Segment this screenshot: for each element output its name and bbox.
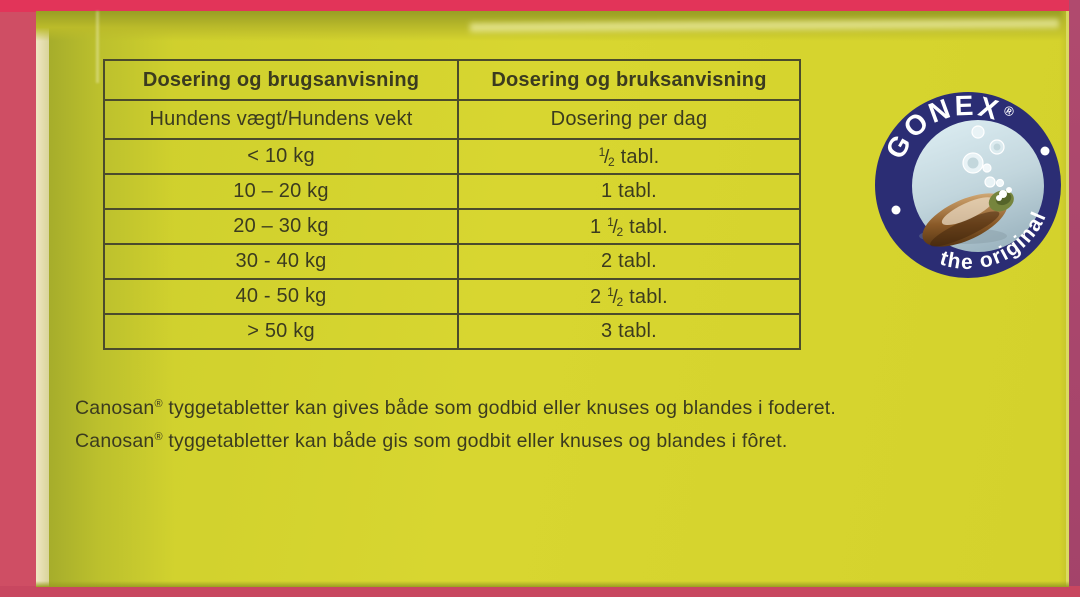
usage-line-norwegian: Canosan® tyggetabletter kan både gis som… [75,423,836,456]
box-right-edge-shading [1059,11,1069,587]
subheader-dose: Dosering per dag [457,99,801,140]
column-header-danish: Dosering og brugsanvisning [103,59,459,101]
dose-cell: 1 tabl. [457,173,801,210]
pink-surface-top [0,0,1080,12]
dosage-table-body: < 10 kg 1/2 tabl. 10 – 20 kg 1 tabl. 20 – 30… [103,138,801,350]
weight-cell: 10 – 20 kg [103,173,459,210]
box-left-flap-edge [36,11,49,587]
mussel-shell-icon [919,190,1014,247]
table-row: 20 – 30 kg 1 1/2 tabl. [103,208,801,245]
registered-mark: ® [154,398,163,410]
product-box: Dosering og brugsanvisning Dosering og b… [36,11,1069,587]
usage-text: tyggetabletter kan gives både som godbid… [162,397,836,419]
dose-cell: 2 tabl. [457,243,801,280]
weight-cell: 30 - 40 kg [103,243,459,280]
table-row: 30 - 40 kg 2 tabl. [103,243,801,280]
weight-cell: 20 – 30 kg [103,208,459,245]
usage-instructions: Canosan® tyggetabletter kan gives både s… [75,390,836,455]
table-row: > 50 kg 3 tabl. [103,313,801,350]
table-header-row: Dosering og brugsanvisning Dosering og b… [103,59,801,101]
registered-mark: ® [154,430,163,443]
usage-text: tyggetabletter kan både gis som godbit e… [162,429,788,452]
weight-cell: < 10 kg [103,138,459,175]
usage-line-danish: Canosan® tyggetabletter kan gives både s… [75,390,836,423]
pink-surface-right [1069,0,1080,597]
weight-cell: 40 - 50 kg [103,278,459,315]
table-subheader-row: Hundens vægt/Hundens vekt Dosering per d… [103,99,801,140]
dose-cell: 2 1/2 tabl. [457,278,801,315]
pink-surface-bottom [0,586,1080,597]
gonex-logo: GONEX® the original [873,90,1062,280]
ring-dot-right [1040,146,1050,156]
column-header-norwegian: Dosering og bruksanvisning [457,59,801,101]
dose-cell: 1 1/2 tabl. [457,208,801,245]
table-row: 40 - 50 kg 2 1/2 tabl. [103,278,801,315]
subheader-weight: Hundens vægt/Hundens vekt [103,99,459,140]
dose-cell: 1/2 tabl. [457,138,801,175]
dose-cell: 3 tabl. [457,313,801,350]
table-row: 10 – 20 kg 1 tabl. [103,173,801,210]
table-row: < 10 kg 1/2 tabl. [103,138,801,175]
box-right-edge-highlight [1066,11,1069,587]
dosage-table: Dosering og brugsanvisning Dosering og b… [103,59,801,350]
brand-name: Canosan [75,397,155,419]
box-bottom-edge-shading [36,581,1069,587]
ring-dot-left [891,205,901,215]
weight-cell: > 50 kg [103,313,459,350]
brand-name: Canosan [75,429,155,452]
bubbles-icon [962,125,1012,201]
box-crease [96,11,99,83]
